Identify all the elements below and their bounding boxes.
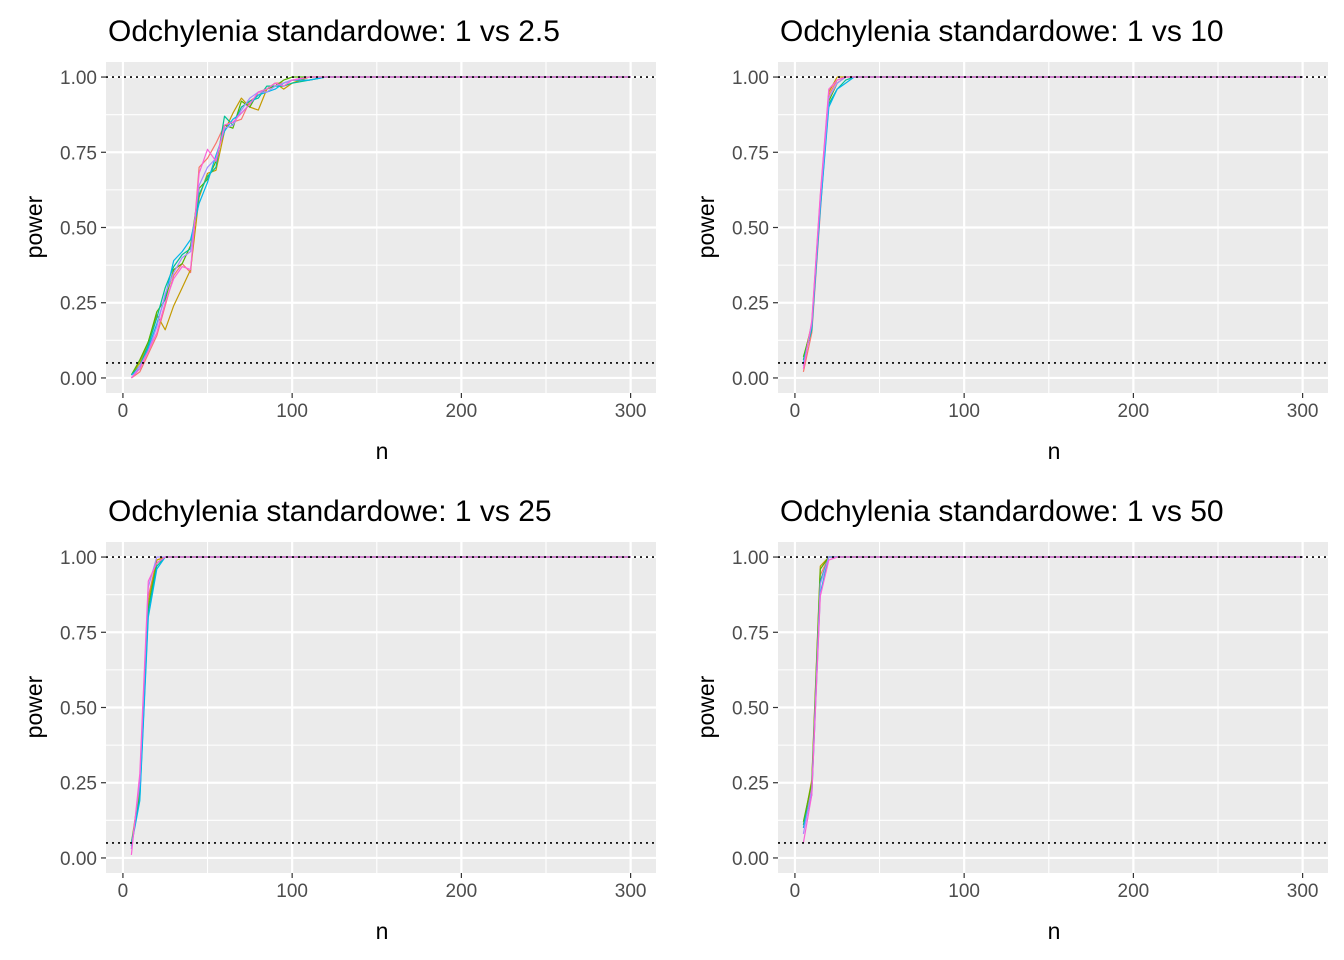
x-tick-label: 100 [948,881,980,902]
y-tick-label: 0.50 [60,699,97,720]
axes: 0.00 0.25 0.50 0.75 1.00 0 100 200 300 [732,68,1318,422]
axes: 0.00 0.25 0.50 0.75 1.00 0 100 200 300 [60,548,646,902]
x-tick-label: 100 [276,881,308,902]
y-tick-label: 0.50 [60,219,97,240]
y-tick-label: 0.25 [732,294,769,315]
chart-panel-1: Odchylenia standardowe: 1 vs 2.5 n power… [0,0,672,480]
chart-3: Odchylenia standardowe: 1 vs 25 n power … [21,495,656,944]
x-axis-label: n [376,918,389,944]
chart-panel-3: Odchylenia standardowe: 1 vs 25 n power … [0,480,672,960]
axes: 0.00 0.25 0.50 0.75 1.00 0 100 200 300 [60,68,646,422]
x-tick-label: 200 [1118,401,1150,422]
y-axis-label: power [21,675,47,738]
y-tick-label: 0.00 [732,369,769,390]
y-tick-label: 0.75 [732,623,769,644]
y-tick-label: 0.00 [60,849,97,870]
y-tick-label: 0.00 [60,369,97,390]
x-axis-label: n [376,438,389,464]
y-axis-label: power [21,195,47,258]
y-tick-label: 0.75 [732,143,769,164]
y-axis-label: power [693,195,719,258]
axes: 0.00 0.25 0.50 0.75 1.00 0 100 200 300 [732,548,1318,902]
y-tick-label: 0.50 [732,699,769,720]
chart-panel-2: Odchylenia standardowe: 1 vs 10 n power … [672,0,1344,480]
x-tick-label: 0 [118,401,129,422]
y-tick-label: 0.25 [60,294,97,315]
y-tick-label: 1.00 [732,548,769,569]
chart-panel-4: Odchylenia standardowe: 1 vs 50 n power … [672,480,1344,960]
x-tick-label: 200 [446,401,478,422]
chart-title: Odchylenia standardowe: 1 vs 10 [780,15,1224,48]
series-lines [130,76,631,379]
chart-title: Odchylenia standardowe: 1 vs 50 [780,495,1224,528]
chart-title: Odchylenia standardowe: 1 vs 25 [108,495,552,528]
x-tick-label: 100 [948,401,980,422]
series-line [802,76,1303,370]
x-tick-label: 0 [118,881,129,902]
series-line [130,76,631,379]
y-tick-label: 1.00 [60,68,97,89]
x-tick-label: 0 [790,881,801,902]
x-tick-label: 300 [1287,401,1319,422]
y-tick-label: 0.50 [732,219,769,240]
x-tick-label: 0 [790,401,801,422]
y-tick-label: 0.25 [60,774,97,795]
chart-title: Odchylenia standardowe: 1 vs 2.5 [108,15,560,48]
chart-2: Odchylenia standardowe: 1 vs 10 n power … [693,15,1328,464]
x-tick-label: 300 [615,401,647,422]
gridlines [778,542,1328,873]
y-tick-label: 0.75 [60,623,97,644]
x-tick-label: 300 [1287,881,1319,902]
x-axis-label: n [1048,438,1061,464]
series-lines [802,76,1303,373]
x-axis-label: n [1048,918,1061,944]
y-tick-label: 1.00 [732,68,769,89]
y-axis-label: power [693,675,719,738]
y-tick-label: 0.75 [60,143,97,164]
x-tick-label: 200 [1118,881,1150,902]
chart-1: Odchylenia standardowe: 1 vs 2.5 n power… [21,15,656,464]
x-tick-label: 300 [615,881,647,902]
y-tick-label: 0.25 [732,774,769,795]
chart-4: Odchylenia standardowe: 1 vs 50 n power … [693,495,1328,944]
x-tick-label: 100 [276,401,308,422]
x-tick-label: 200 [446,881,478,902]
y-tick-label: 0.00 [732,849,769,870]
y-tick-label: 1.00 [60,548,97,569]
